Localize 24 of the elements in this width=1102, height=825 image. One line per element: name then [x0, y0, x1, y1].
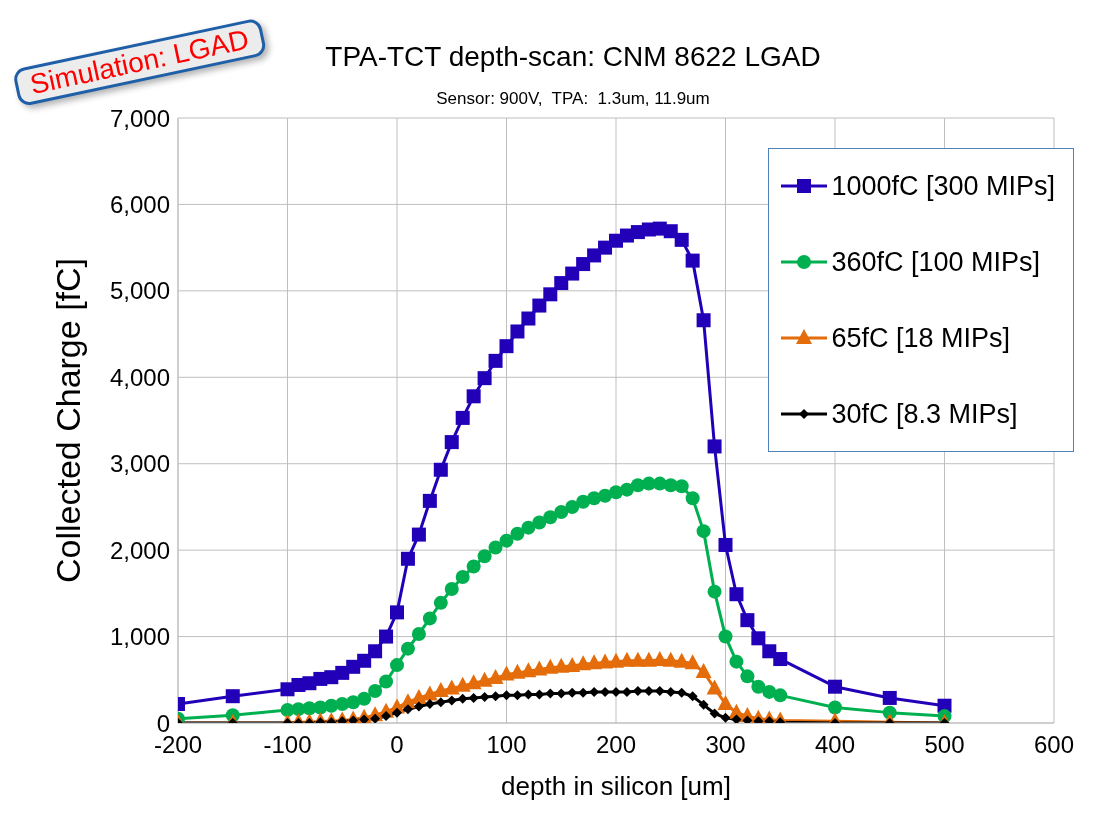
x-tick-label: 200 — [595, 731, 637, 758]
text: Simulation: LGAD — [27, 23, 252, 101]
legend-label: 30fC [8.3 MIPs] — [831, 398, 1018, 430]
y-tick-label: 6,000 — [109, 190, 170, 218]
chart-title: TPA-TCT depth-scan: CNM 8622 LGAD — [325, 41, 821, 72]
x-tick-label: 300 — [705, 731, 746, 758]
legend-label: 360fC [100 MIPs] — [831, 246, 1040, 278]
y-tick-label: 4,000 — [109, 363, 170, 391]
y-tick-label: 5,000 — [109, 277, 170, 305]
legend-label: 1000fC [300 MIPs] — [831, 170, 1055, 202]
y-tick-label: 1,000 — [109, 623, 170, 651]
x-tick-label: 600 — [1033, 731, 1075, 758]
y-tick-label: 3,000 — [109, 450, 170, 478]
x-tick-label: 0 — [390, 731, 404, 758]
legend-label: 65fC [18 MIPs] — [831, 322, 1010, 354]
y-tick-label: 2,000 — [109, 536, 170, 564]
x-tick-label: 100 — [486, 731, 527, 758]
x-tick-label: 500 — [924, 731, 965, 758]
x-tick-label: 400 — [814, 731, 856, 758]
chart-subtitle: Sensor: 900V, TPA: 1.3um, 11.9um — [436, 89, 710, 108]
x-tick-label: -100 — [263, 731, 312, 758]
y-tick-label: 7,000 — [109, 104, 170, 132]
x-axis-title: depth in silicon [um] — [501, 771, 731, 801]
y-axis-title: Collected Charge [fC] — [49, 257, 88, 584]
